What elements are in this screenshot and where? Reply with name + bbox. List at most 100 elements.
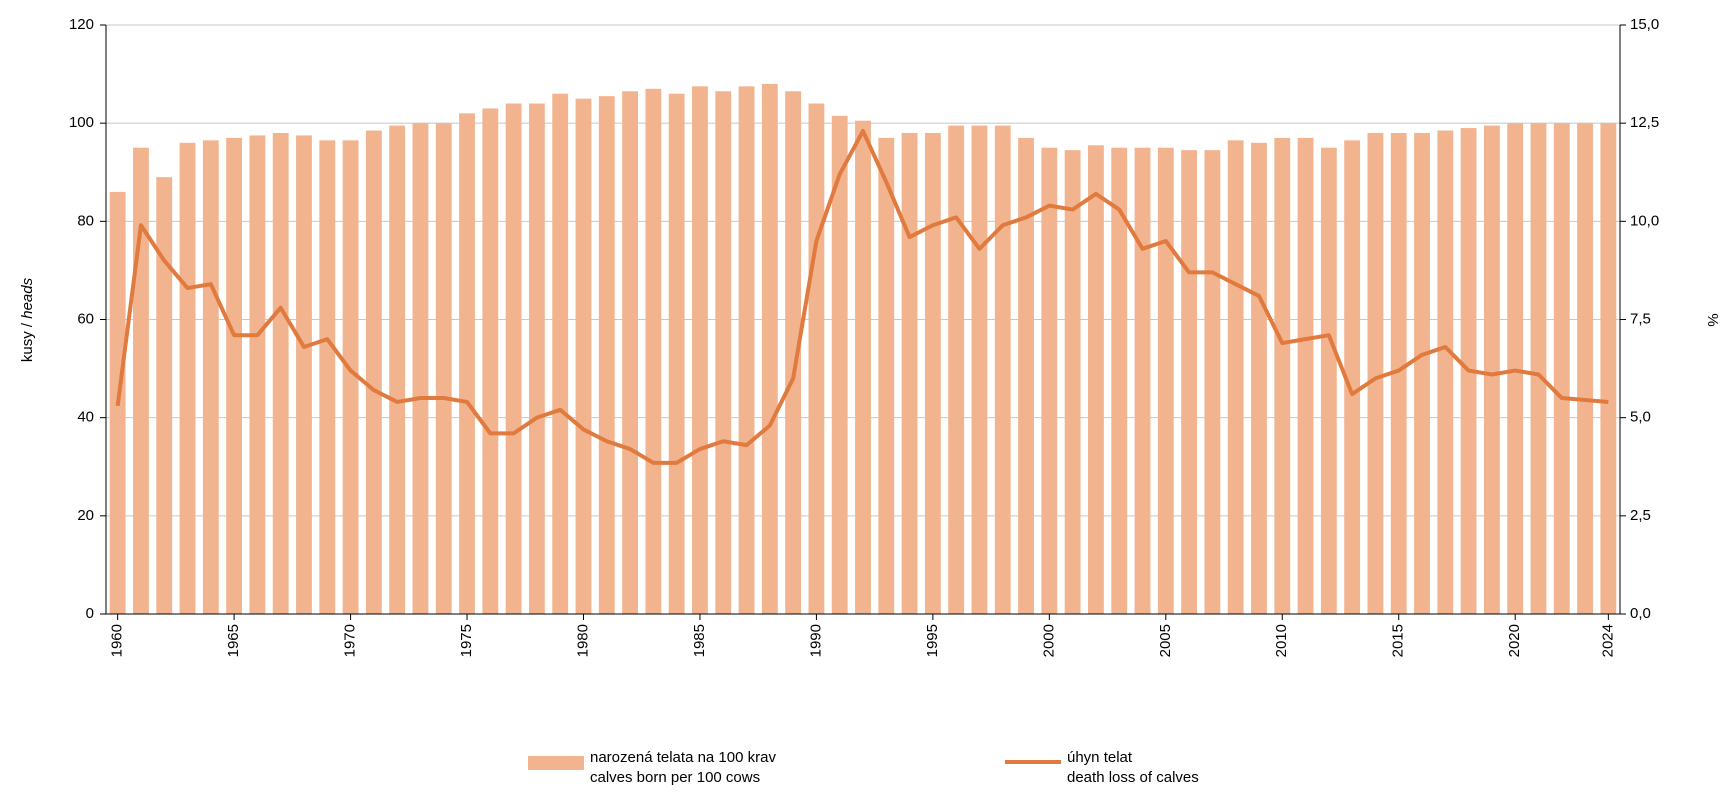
bar xyxy=(1157,147,1174,615)
bar xyxy=(435,123,452,615)
bar xyxy=(715,91,732,614)
bar xyxy=(901,132,918,614)
x-tick-label: 1970 xyxy=(342,624,359,657)
y-tick-label: 120 xyxy=(69,16,94,33)
bar xyxy=(459,113,475,614)
x-tick-label: 2010 xyxy=(1273,624,1290,657)
y-tick-label: 20 xyxy=(77,507,94,524)
bar xyxy=(645,88,662,614)
bar xyxy=(389,125,406,614)
bar xyxy=(1227,140,1244,615)
bar xyxy=(272,132,289,614)
bar xyxy=(1367,132,1384,614)
bar xyxy=(1553,123,1570,615)
y2-tick-label: 12,5 xyxy=(1630,114,1659,131)
x-tick-label: 1960 xyxy=(109,624,126,657)
bar xyxy=(133,147,149,615)
y2-tick-label: 10,0 xyxy=(1630,212,1659,229)
y2-tick-label: 5,0 xyxy=(1630,409,1651,426)
bar xyxy=(761,83,778,614)
chart: kusy / heads % 0 20 40 60 80 100 120 0,0 2,5 5,0 7… xyxy=(19,16,1721,657)
bar xyxy=(482,108,499,615)
bar xyxy=(1088,145,1104,615)
bar xyxy=(296,135,312,614)
bar xyxy=(1297,137,1314,614)
bar xyxy=(1320,147,1337,615)
x-tick-label: 2024 xyxy=(1599,624,1616,657)
x-tick-label: 1980 xyxy=(574,624,591,657)
y-tick-label: 80 xyxy=(77,212,94,229)
bar xyxy=(1018,137,1034,614)
bar xyxy=(412,123,429,615)
bar xyxy=(1344,140,1361,615)
legend-label: narozená telata na 100 krav calves born … xyxy=(590,749,776,786)
y2-axis-label: % xyxy=(1704,313,1721,326)
bar xyxy=(226,137,243,614)
x-tick-label: 2000 xyxy=(1040,624,1057,657)
y-tick-label: 60 xyxy=(77,310,94,327)
bar xyxy=(156,177,173,615)
bar xyxy=(1577,123,1593,615)
y-tick-label: 0 xyxy=(86,605,94,622)
bar xyxy=(971,125,988,614)
bar xyxy=(785,91,802,614)
x-tick-label: 1975 xyxy=(458,624,475,657)
bar xyxy=(692,86,708,614)
bar xyxy=(1134,147,1151,615)
bar xyxy=(1274,137,1291,614)
legend-label: úhyn telat death loss of calves xyxy=(1067,749,1199,786)
bar xyxy=(365,130,382,614)
bar xyxy=(505,103,522,615)
bar xyxy=(342,140,359,615)
x-tick-label: 2020 xyxy=(1506,624,1523,657)
bar xyxy=(575,98,592,614)
y2-tick-label: 0,0 xyxy=(1630,605,1651,622)
bar xyxy=(528,103,545,615)
bar xyxy=(1390,132,1407,614)
legend-item: úhyn telat death loss of calves xyxy=(1005,748,1199,788)
y2-tick-label: 7,5 xyxy=(1630,310,1651,327)
legend-swatch xyxy=(528,756,584,770)
bar xyxy=(808,103,825,615)
bar xyxy=(1041,147,1058,615)
bar xyxy=(878,137,895,614)
legend-item: narozená telata na 100 krav calves born … xyxy=(528,748,776,788)
bar xyxy=(1251,142,1267,615)
bar xyxy=(948,125,965,614)
bar xyxy=(855,120,871,615)
x-tick-label: 1965 xyxy=(225,624,242,657)
y-axis-label: kusy / heads xyxy=(19,277,36,362)
bar xyxy=(831,115,848,614)
bar xyxy=(319,140,336,615)
bar xyxy=(1204,150,1221,614)
x-tick-label: 2005 xyxy=(1157,624,1174,657)
y-tick-label: 100 xyxy=(69,114,94,131)
y2-tick-label: 2,5 xyxy=(1630,507,1651,524)
bar xyxy=(924,132,941,614)
bar xyxy=(202,140,219,615)
bar xyxy=(179,142,196,615)
bar xyxy=(994,125,1011,614)
bar xyxy=(622,91,638,614)
bar xyxy=(1111,147,1128,615)
y2-tick-label: 15,0 xyxy=(1630,16,1659,33)
bar xyxy=(738,86,755,614)
bar xyxy=(1483,125,1500,614)
x-tick-label: 1995 xyxy=(924,624,941,657)
y-axis-label-italic: heads xyxy=(19,277,36,318)
x-tick-label: 1990 xyxy=(807,624,824,657)
x-tick-label: 1985 xyxy=(691,624,708,657)
bar xyxy=(1414,132,1430,614)
bar xyxy=(1181,150,1198,614)
x-tick-label: 2015 xyxy=(1390,624,1407,657)
bar xyxy=(1437,130,1454,614)
y-axis-label-text: kusy / xyxy=(19,322,36,362)
y-tick-label: 40 xyxy=(77,409,94,426)
bar xyxy=(1600,123,1617,615)
bar xyxy=(598,96,615,614)
bar xyxy=(552,93,569,614)
legend-swatch xyxy=(1005,760,1061,764)
bar xyxy=(668,93,685,614)
bar xyxy=(1530,123,1547,615)
